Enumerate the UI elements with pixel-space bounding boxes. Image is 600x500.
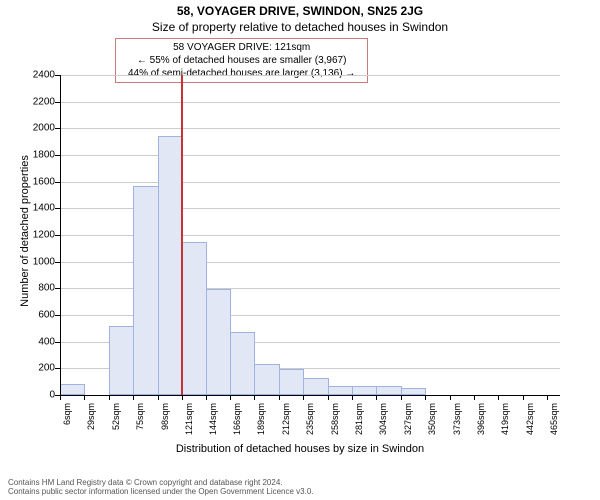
y-axis-line xyxy=(60,75,61,395)
info-box-line1: 58 VOYAGER DRIVE: 121sqm xyxy=(128,41,355,54)
x-tick-label: 465sqm xyxy=(549,403,559,443)
x-axis-line xyxy=(60,395,560,396)
y-tick-label: 1400 xyxy=(15,203,55,214)
x-axis-label: Distribution of detached houses by size … xyxy=(0,443,600,455)
y-tick-label: 0 xyxy=(15,390,55,401)
histogram-bar xyxy=(328,386,353,395)
x-tick-label: 396sqm xyxy=(476,403,486,443)
x-tick-label: 350sqm xyxy=(427,403,437,443)
y-tick-label: 400 xyxy=(15,336,55,347)
histogram-bar xyxy=(182,242,207,395)
y-tick-label: 800 xyxy=(15,283,55,294)
x-tick-label: 442sqm xyxy=(525,403,535,443)
y-tick-label: 1800 xyxy=(15,150,55,161)
y-tick-label: 1600 xyxy=(15,176,55,187)
x-tick-label: 52sqm xyxy=(111,403,121,443)
grid-line xyxy=(60,155,560,156)
histogram-bar xyxy=(158,136,183,395)
x-tick-label: 29sqm xyxy=(86,403,96,443)
x-tick-label: 419sqm xyxy=(500,403,510,443)
histogram-bar xyxy=(230,332,255,395)
x-tick-label: 373sqm xyxy=(452,403,462,443)
x-tick-label: 212sqm xyxy=(281,403,291,443)
page-title-address: 58, VOYAGER DRIVE, SWINDON, SN25 2JG xyxy=(0,4,600,18)
grid-line xyxy=(60,102,560,103)
x-tick-label: 235sqm xyxy=(305,403,315,443)
chart-plot-area xyxy=(60,75,560,395)
histogram-bar xyxy=(133,186,158,395)
histogram-bar xyxy=(376,386,401,395)
x-tick-label: 6sqm xyxy=(62,403,72,443)
x-tick-label: 258sqm xyxy=(330,403,340,443)
page-subtitle: Size of property relative to detached ho… xyxy=(0,20,600,34)
histogram-bar xyxy=(60,384,85,395)
histogram-bar xyxy=(352,386,377,395)
x-tick-label: 98sqm xyxy=(160,403,170,443)
marker-line xyxy=(181,75,183,395)
histogram-bar xyxy=(279,369,304,395)
y-tick-label: 200 xyxy=(15,363,55,374)
grid-line xyxy=(60,128,560,129)
footer-line1: Contains HM Land Registry data © Crown c… xyxy=(8,478,314,488)
x-tick-label: 75sqm xyxy=(135,403,145,443)
footer-line2: Contains public sector information licen… xyxy=(8,487,314,497)
histogram-bar xyxy=(109,326,134,395)
y-tick-label: 2400 xyxy=(15,70,55,81)
y-tick-label: 600 xyxy=(15,310,55,321)
x-tick-label: 189sqm xyxy=(256,403,266,443)
x-tick-label: 166sqm xyxy=(232,403,242,443)
y-tick-label: 2000 xyxy=(15,123,55,134)
histogram-bar xyxy=(303,378,328,395)
grid-line xyxy=(60,75,560,76)
footer-attribution: Contains HM Land Registry data © Crown c… xyxy=(8,478,314,497)
x-tick-label: 121sqm xyxy=(184,403,194,443)
x-tick-label: 304sqm xyxy=(378,403,388,443)
y-tick-label: 2200 xyxy=(15,96,55,107)
x-tick-label: 144sqm xyxy=(208,403,218,443)
histogram-bar xyxy=(401,388,426,395)
histogram-bar xyxy=(206,289,230,395)
y-tick-label: 1200 xyxy=(15,230,55,241)
info-box-line2: ← 55% of detached houses are smaller (3,… xyxy=(128,54,355,67)
x-tick-label: 327sqm xyxy=(403,403,413,443)
histogram-bar xyxy=(254,364,279,395)
x-tick-label: 281sqm xyxy=(354,403,364,443)
grid-line xyxy=(60,182,560,183)
y-tick-label: 1000 xyxy=(15,256,55,267)
